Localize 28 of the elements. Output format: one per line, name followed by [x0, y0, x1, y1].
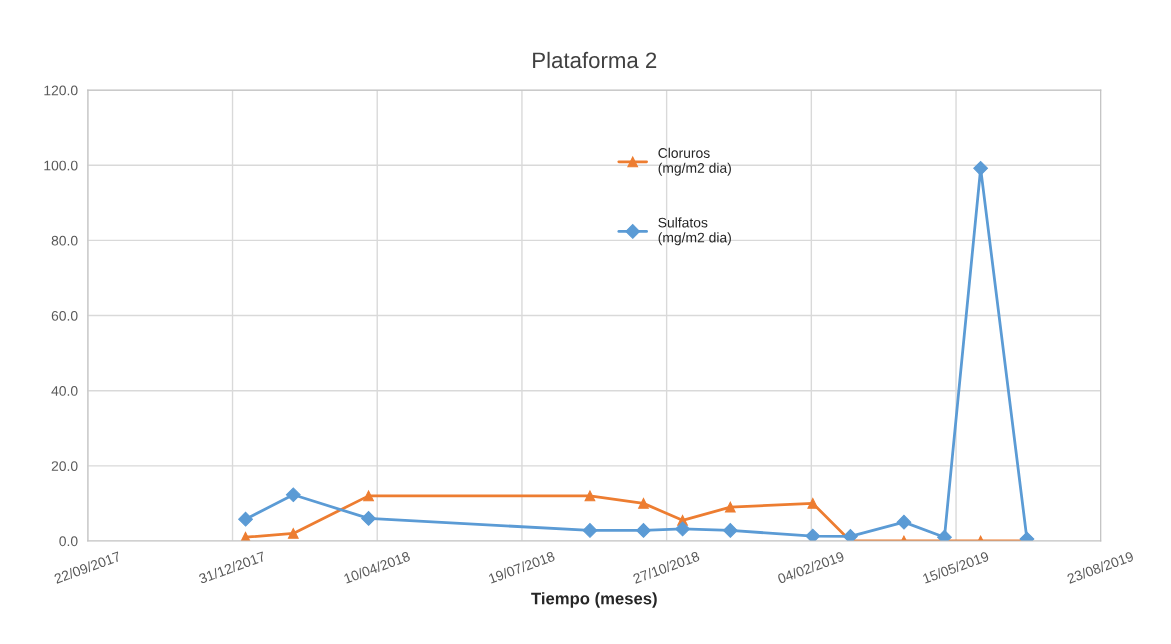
point [722, 523, 738, 538]
y-tick-label: 60.0 [51, 310, 78, 321]
point [675, 521, 690, 537]
point [636, 523, 651, 538]
point [363, 490, 374, 502]
point [805, 528, 821, 541]
legend-label: Sulfatos (mg/m2 dia) [658, 217, 731, 246]
point [638, 498, 649, 509]
point [285, 487, 301, 503]
y-tick-label: 120.0 [44, 85, 78, 96]
point [807, 498, 819, 509]
y-tick-label: 80.0 [51, 235, 78, 246]
point [843, 529, 858, 541]
legend-label: Cloruros (mg/m2 dia) [658, 147, 731, 176]
y-tick-label: 0.0 [59, 536, 78, 547]
point [973, 160, 989, 176]
point [238, 511, 253, 527]
chart-title: Plataforma 2 [533, 51, 657, 69]
point [584, 490, 596, 502]
point [724, 501, 736, 513]
point [896, 514, 912, 530]
y-tick-label: 40.0 [51, 386, 78, 396]
y-tick-label: 20.0 [51, 461, 78, 471]
y-tick-label: 100.0 [44, 160, 78, 171]
point [287, 528, 299, 539]
point [361, 511, 376, 526]
point [582, 523, 598, 538]
x-axis-title: Tiempo (meses) [531, 592, 657, 608]
